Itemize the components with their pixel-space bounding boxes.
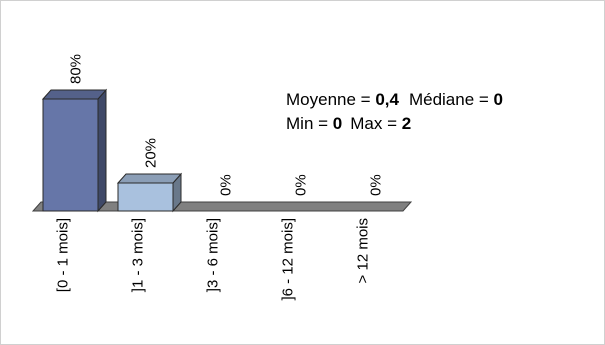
data-label: 80%	[68, 54, 85, 84]
min-value: 0	[332, 114, 343, 133]
bar	[117, 182, 174, 212]
bar-top	[41, 89, 108, 100]
category-label: > 12 mois	[355, 218, 372, 283]
stats-line-2: Min = 0 Max = 2	[286, 112, 503, 136]
data-label: 0%	[218, 174, 235, 196]
stats-box: Moyenne = 0,4 Médiane = 0 Min = 0 Max = 2	[286, 88, 503, 136]
data-label: 20%	[143, 138, 160, 168]
bar-top	[116, 173, 183, 184]
data-label: 0%	[368, 174, 385, 196]
min-label: Min =	[286, 114, 333, 133]
stats-line-1: Moyenne = 0,4 Médiane = 0	[286, 88, 503, 112]
category-label: [0 - 1 mois]	[55, 218, 72, 292]
moyenne-value: 0,4	[375, 90, 399, 109]
moyenne-label: Moyenne =	[286, 90, 376, 109]
max-label: Max =	[350, 114, 402, 133]
data-label: 0%	[293, 174, 310, 196]
mediane-label: Médiane =	[408, 90, 494, 109]
category-label: ]3 - 6 mois]	[205, 218, 222, 292]
category-label: ]6 - 12 mois]	[280, 218, 297, 301]
bar-side	[97, 88, 107, 213]
mediane-value: 0	[493, 90, 504, 109]
category-label: ]1 - 3 mois]	[130, 218, 147, 292]
max-value: 2	[401, 114, 412, 133]
bar	[42, 98, 99, 212]
